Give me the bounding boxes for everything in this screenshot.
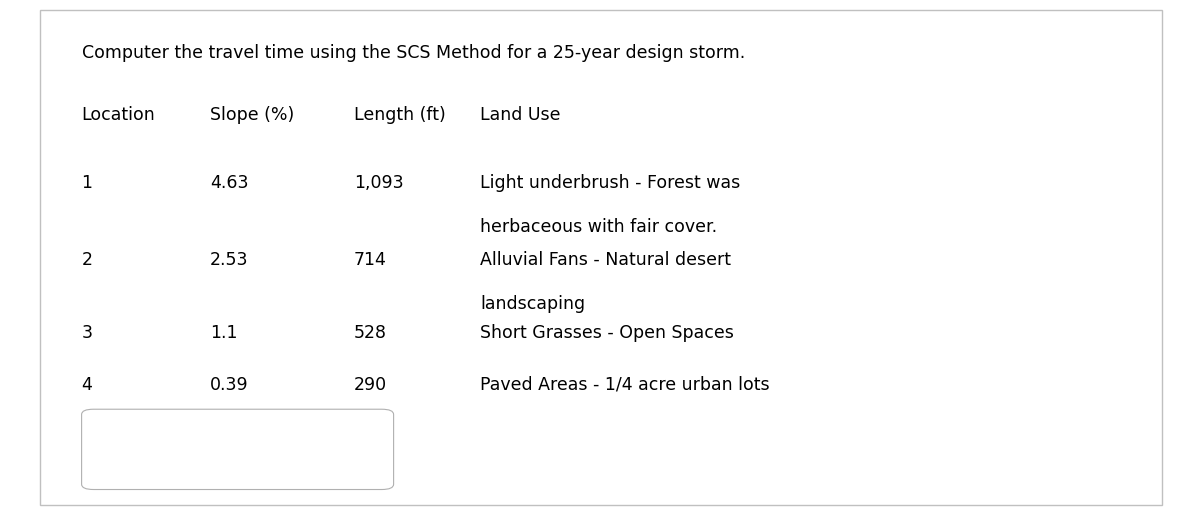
Text: landscaping: landscaping — [480, 295, 586, 313]
Text: 2.53: 2.53 — [210, 251, 248, 269]
Text: 3: 3 — [82, 324, 92, 342]
Text: 4.63: 4.63 — [210, 174, 248, 192]
FancyBboxPatch shape — [82, 409, 394, 490]
Text: 290: 290 — [354, 376, 388, 394]
Text: Land Use: Land Use — [480, 106, 560, 124]
Text: Location: Location — [82, 106, 155, 124]
Text: 4: 4 — [82, 376, 92, 394]
Text: 0.39: 0.39 — [210, 376, 248, 394]
Text: Length (ft): Length (ft) — [354, 106, 445, 124]
Text: 714: 714 — [354, 251, 386, 269]
Text: Computer the travel time using the SCS Method for a 25-year design storm.: Computer the travel time using the SCS M… — [82, 44, 745, 62]
Text: Slope (%): Slope (%) — [210, 106, 294, 124]
Text: Paved Areas - 1/4 acre urban lots: Paved Areas - 1/4 acre urban lots — [480, 376, 769, 394]
Text: Short Grasses - Open Spaces: Short Grasses - Open Spaces — [480, 324, 734, 342]
Text: Light underbrush - Forest was: Light underbrush - Forest was — [480, 174, 740, 192]
Text: 2: 2 — [82, 251, 92, 269]
Text: herbaceous with fair cover.: herbaceous with fair cover. — [480, 218, 718, 236]
Text: 1,093: 1,093 — [354, 174, 403, 192]
FancyBboxPatch shape — [40, 10, 1162, 505]
Text: 528: 528 — [354, 324, 386, 342]
Text: 1.1: 1.1 — [210, 324, 238, 342]
Text: 1: 1 — [82, 174, 92, 192]
Text: Alluvial Fans - Natural desert: Alluvial Fans - Natural desert — [480, 251, 731, 269]
